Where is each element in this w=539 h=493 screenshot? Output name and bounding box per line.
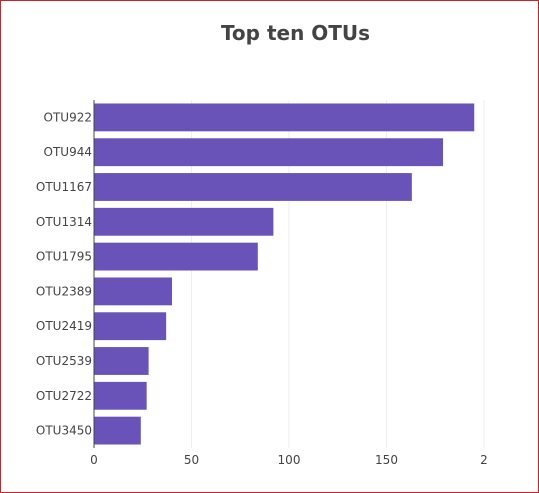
y-tick-label: OTU2722: [36, 389, 92, 403]
bars: [94, 103, 475, 445]
y-tick-label: OTU2419: [36, 319, 92, 333]
y-tick-label: OTU3450: [36, 424, 92, 438]
y-tick-label: OTU1314: [36, 215, 92, 229]
y-tick-label: OTU2539: [36, 354, 92, 368]
bar-otu1795[interactable]: [94, 242, 258, 271]
x-tick-label: 150: [375, 453, 398, 467]
y-tick-label: OTU944: [44, 145, 92, 159]
x-tick-label: 0: [90, 453, 98, 467]
bar-otu2539[interactable]: [94, 347, 149, 375]
x-tick-labels: 0 50 100 150 2: [90, 453, 488, 467]
x-tick-label: 50: [184, 453, 199, 467]
y-tick-label: OTU922: [44, 110, 92, 124]
chart-title: Top ten OTUs: [220, 21, 371, 45]
y-tick-label: OTU1795: [36, 250, 92, 264]
x-tick-label: 2: [480, 453, 488, 467]
bar-otu2722[interactable]: [94, 381, 147, 410]
bar-otu1167[interactable]: [94, 173, 412, 201]
bar-otu3450[interactable]: [94, 416, 141, 445]
y-tick-label: OTU2389: [36, 284, 92, 298]
x-tick-label: 100: [278, 453, 301, 467]
bar-otu2389[interactable]: [94, 277, 172, 306]
y-tick-label: OTU1167: [36, 180, 92, 194]
bar-otu2419[interactable]: [94, 312, 167, 341]
bar-otu922[interactable]: [94, 103, 475, 132]
y-tick-labels: OTU922 OTU944 OTU1167 OTU1314 OTU1795 OTU2389…: [36, 110, 92, 437]
bar-otu944[interactable]: [94, 138, 444, 167]
bar-otu1314[interactable]: [94, 207, 274, 236]
